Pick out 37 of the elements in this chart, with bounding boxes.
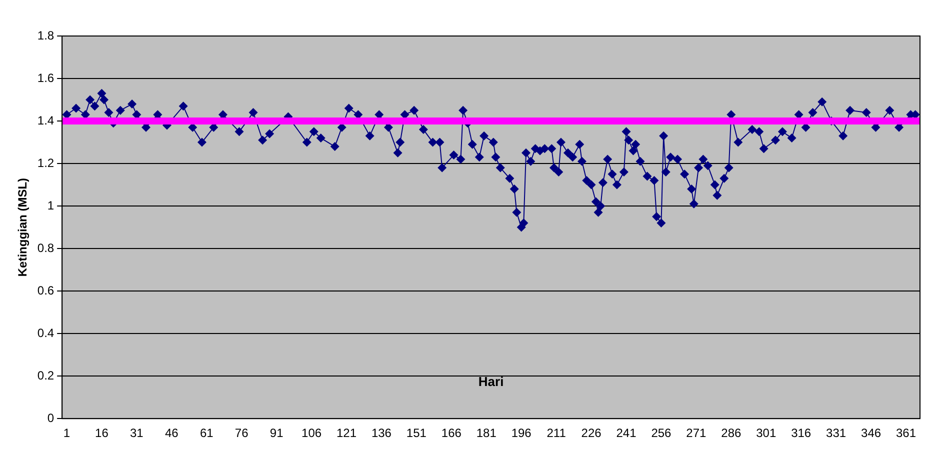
- x-tick-label: 361: [896, 426, 916, 440]
- x-tick-label: 31: [130, 426, 144, 440]
- y-tick-label: 1: [47, 198, 54, 212]
- x-tick-label: 271: [686, 426, 707, 440]
- x-tick-label: 241: [616, 426, 637, 440]
- x-tick-label: 121: [336, 426, 357, 440]
- x-tick-label: 76: [234, 426, 249, 440]
- x-tick-label: 106: [302, 426, 322, 440]
- y-tick-label: 0: [47, 410, 54, 425]
- y-tick-label: 1.4: [37, 113, 54, 128]
- y-tick-label: 1.8: [37, 28, 54, 42]
- x-tick-label: 331: [826, 426, 846, 440]
- x-tick-label: 1: [63, 426, 70, 440]
- x-tick-label: 256: [651, 426, 672, 440]
- y-tick-label: 0.6: [37, 283, 54, 298]
- x-tick-label: 151: [406, 426, 427, 440]
- x-tick-label: 46: [164, 426, 179, 440]
- x-tick-label: 286: [721, 426, 742, 440]
- x-tick-label: 226: [581, 426, 602, 440]
- x-tick-label: 166: [441, 426, 462, 440]
- x-tick-label: 16: [95, 426, 109, 440]
- y-tick-label: 0.4: [37, 326, 54, 340]
- x-tick-label: 181: [476, 426, 497, 440]
- x-tick-label: 346: [861, 426, 882, 440]
- y-axis-title: Ketinggian (MSL): [16, 178, 30, 277]
- x-tick-label: 316: [791, 426, 812, 440]
- y-tick-label: 0.2: [37, 368, 54, 382]
- x-tick-label: 91: [270, 426, 284, 440]
- x-tick-label: 301: [756, 426, 776, 440]
- y-tick-label: 1.6: [37, 70, 54, 85]
- y-tick-label: 1.2: [37, 156, 54, 170]
- x-axis-title: Hari: [478, 374, 504, 389]
- x-tick-label: 211: [546, 426, 566, 440]
- x-tick-label: 196: [511, 426, 532, 440]
- x-tick-label: 61: [200, 426, 214, 440]
- x-tick-label: 136: [371, 426, 392, 440]
- y-tick-label: 0.8: [37, 240, 54, 255]
